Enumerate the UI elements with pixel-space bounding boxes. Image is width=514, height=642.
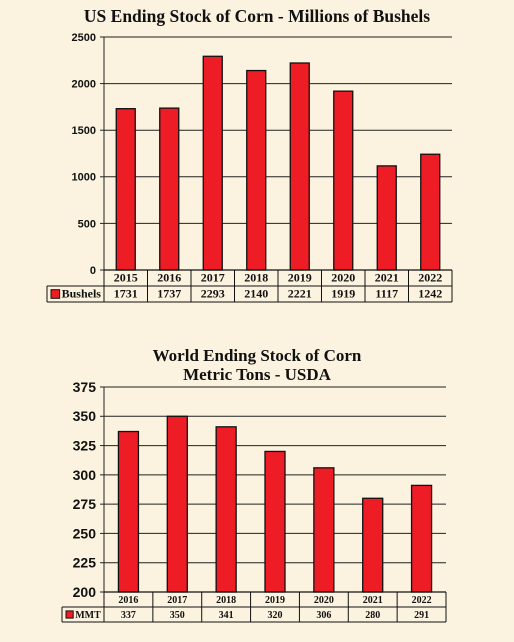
data-label: 2293: [201, 287, 225, 301]
legend-swatch: [65, 610, 74, 619]
bar: [215, 426, 237, 593]
legend-label: Bushels: [62, 287, 102, 301]
y-tick-label: 375: [73, 379, 97, 395]
data-label: 280: [365, 610, 380, 621]
data-label: 1731: [114, 287, 138, 301]
legend-swatch: [50, 289, 61, 299]
data-label: 350: [170, 610, 185, 621]
y-tick-label: 0: [90, 265, 96, 277]
legend-label: MMT: [75, 610, 101, 621]
x-tick-label: 2022: [418, 271, 442, 285]
data-label: 2140: [244, 287, 268, 301]
data-label: 1919: [331, 287, 355, 301]
y-tick-label: 275: [73, 496, 97, 512]
y-tick-label: 325: [73, 437, 97, 453]
x-tick-label: 2019: [265, 595, 285, 606]
data-label: 337: [121, 610, 136, 621]
x-tick-label: 2019: [288, 271, 312, 285]
y-tick-label: 225: [73, 555, 97, 571]
x-tick-label: 2021: [375, 271, 399, 285]
x-tick-label: 2020: [331, 271, 355, 285]
x-tick-label: 2017: [167, 595, 187, 606]
bar: [264, 450, 286, 593]
y-tick-label: 250: [73, 525, 97, 541]
us-corn-chart: 0 500 1000 1500 2000 2500 2015 1731 2016 1737 2017…: [46, 32, 453, 303]
data-label: 341: [219, 610, 234, 621]
y-tick-label: 500: [78, 218, 96, 230]
data-label: 320: [268, 610, 283, 621]
data-label: 306: [316, 610, 331, 621]
x-tick-label: 2017: [201, 271, 225, 285]
y-tick-label: 1000: [72, 172, 96, 184]
bar: [313, 467, 335, 593]
bar: [117, 430, 140, 593]
y-tick-label: 1500: [72, 125, 96, 137]
bar: [410, 484, 433, 593]
x-tick-label: 2021: [363, 595, 383, 606]
data-label: 1242: [418, 287, 442, 301]
x-tick-label: 2018: [244, 271, 268, 285]
data-label: 1117: [375, 287, 398, 301]
y-tick-label: 200: [73, 584, 97, 600]
x-tick-label: 2018: [216, 595, 236, 606]
data-label: 1737: [157, 287, 181, 301]
y-tick-label: 350: [73, 408, 97, 424]
data-label: 291: [414, 610, 429, 621]
data-label: 2221: [288, 287, 312, 301]
x-tick-label: 2015: [114, 271, 138, 285]
x-tick-label: 2022: [412, 595, 432, 606]
x-tick-label: 2016: [118, 595, 138, 606]
y-tick-label: 300: [73, 467, 97, 483]
chart-title-line-2: Metric Tons - USDA: [183, 365, 331, 384]
x-tick-label: 2020: [314, 595, 334, 606]
chart-title: US Ending Stock of Corn - Millions of Bu…: [83, 6, 431, 26]
chart-title-line-1: World Ending Stock of Corn: [152, 346, 362, 365]
x-tick-label: 2016: [157, 271, 181, 285]
bar: [362, 497, 384, 593]
y-tick-label: 2500: [72, 32, 96, 44]
bar: [166, 415, 188, 593]
y-tick-label: 2000: [72, 78, 96, 90]
